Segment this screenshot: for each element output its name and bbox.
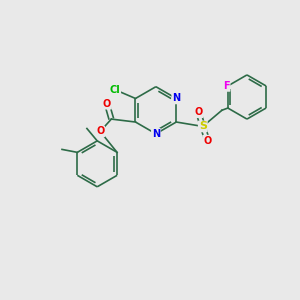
Text: O: O [103, 99, 111, 109]
Text: F: F [223, 81, 230, 91]
Text: O: O [194, 107, 202, 117]
Text: S: S [199, 122, 207, 131]
Text: Cl: Cl [110, 85, 120, 94]
Text: O: O [203, 136, 211, 146]
Text: N: N [152, 129, 160, 139]
Text: N: N [172, 94, 180, 103]
Text: O: O [96, 126, 104, 136]
